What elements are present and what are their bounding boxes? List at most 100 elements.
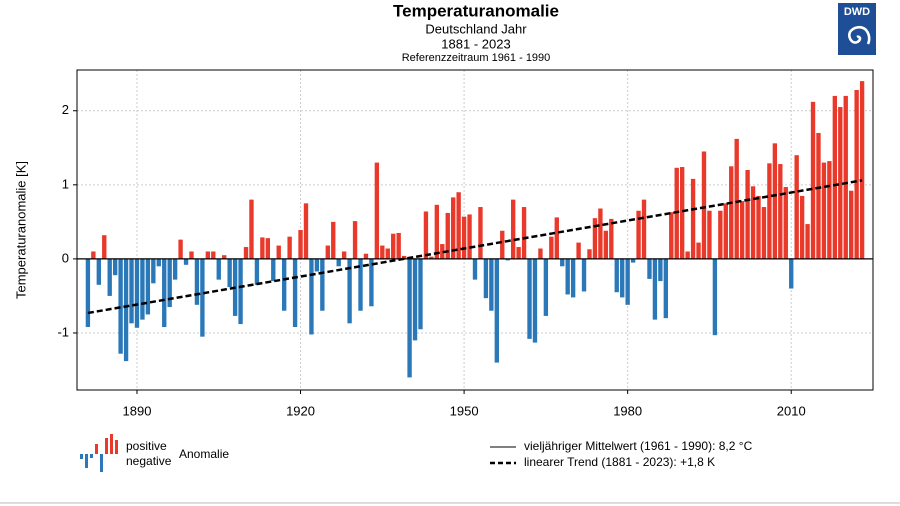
legend: positive negative Anomalie vieljähriger …: [80, 434, 753, 472]
bar: [832, 95, 838, 259]
logo-text: DWD: [844, 6, 870, 18]
bar: [516, 247, 521, 259]
bar: [391, 233, 396, 259]
legend-icon: [85, 454, 88, 468]
bar: [843, 95, 848, 259]
bar: [707, 210, 712, 259]
bar: [194, 258, 200, 305]
bar: [849, 190, 854, 259]
bar: [369, 258, 374, 307]
bar: [478, 207, 483, 259]
bar: [172, 258, 178, 280]
bar: [505, 258, 510, 261]
bar: [178, 239, 183, 259]
logo-box: [838, 3, 876, 55]
bar: [91, 251, 96, 259]
bar: [298, 230, 303, 259]
bar: [249, 199, 254, 259]
bar: [271, 258, 276, 282]
bar: [440, 244, 445, 259]
bar: [129, 258, 134, 324]
bar: [739, 201, 745, 259]
bar: [407, 258, 412, 378]
bar: [227, 258, 232, 288]
legend-label: Anomalie: [179, 447, 229, 461]
bar: [778, 164, 783, 259]
bar: [456, 192, 461, 259]
legend-icon: [95, 444, 98, 454]
bar: [827, 161, 832, 259]
bar: [162, 258, 167, 328]
bar: [96, 258, 101, 285]
bar: [222, 255, 227, 259]
bar: [287, 236, 292, 259]
bar: [549, 236, 554, 259]
y-tick-label: 1: [62, 176, 69, 191]
x-tick-label: 1950: [450, 403, 479, 418]
bar: [745, 170, 750, 259]
bar: [336, 258, 341, 267]
bar: [396, 232, 401, 259]
bar: [363, 253, 369, 259]
bar: [145, 258, 151, 315]
bar: [205, 251, 211, 259]
y-tick-label: 0: [62, 250, 69, 265]
bar: [521, 207, 527, 259]
bar: [756, 195, 761, 259]
x-tick-label: 2010: [777, 403, 806, 418]
trend-line: [87, 179, 863, 315]
legend-icon: [115, 440, 118, 454]
bar: [652, 258, 658, 320]
bar: [412, 258, 418, 341]
bar: [401, 255, 407, 259]
bar: [723, 203, 728, 259]
bar: [380, 245, 385, 259]
bar: [647, 258, 652, 279]
bar: [320, 258, 325, 311]
bar: [810, 101, 816, 259]
bar: [489, 258, 494, 311]
chart-title: Temperaturanomalie: [393, 1, 559, 20]
plot-frame: [76, 69, 874, 391]
legend-label: negative: [126, 454, 172, 468]
bar: [538, 248, 543, 259]
bar: [243, 247, 249, 259]
chart-subtitle: Deutschland Jahr: [425, 21, 527, 36]
bar: [772, 143, 778, 259]
bar: [102, 235, 107, 259]
bar: [598, 208, 603, 259]
bar: [265, 238, 271, 259]
bar: [783, 187, 788, 259]
bar: [254, 258, 260, 285]
bar: [418, 258, 423, 330]
chart-reference: Referenzzeitraum 1961 - 1990: [402, 52, 551, 64]
bar: [118, 258, 123, 354]
bar: [799, 195, 805, 259]
y-axis-label: Temperaturanomalie [K]: [13, 161, 28, 299]
bar: [211, 251, 216, 259]
bar: [314, 258, 320, 272]
bar: [543, 258, 549, 316]
bar: [500, 230, 505, 259]
bar: [151, 258, 156, 284]
legend-label: vieljähriger Mittelwert (1961 - 1990): 8…: [524, 439, 753, 453]
bar: [374, 162, 380, 259]
bar: [461, 216, 467, 259]
bar: [281, 258, 287, 311]
bar: [658, 258, 663, 282]
bar: [614, 258, 619, 293]
legend-icon: [80, 454, 83, 459]
bar: [690, 178, 696, 259]
bar: [527, 258, 532, 339]
bar: [859, 81, 865, 259]
bar: [429, 256, 434, 259]
legend-label: linearer Trend (1881 - 2023): +1,8 K: [524, 455, 715, 469]
bar: [729, 166, 734, 259]
bar: [183, 258, 189, 265]
x-tick-label: 1920: [286, 403, 315, 418]
y-tick-label: 2: [62, 102, 69, 117]
bar: [472, 258, 478, 280]
bar: [216, 258, 221, 280]
bar: [641, 199, 647, 259]
